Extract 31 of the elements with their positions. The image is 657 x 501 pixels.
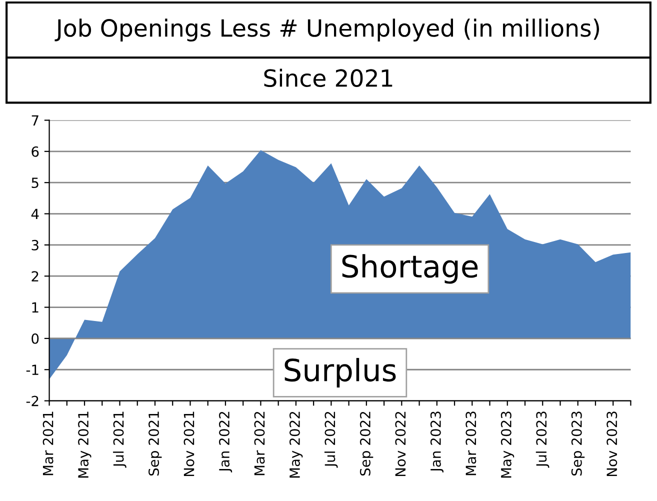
y-tick-label: -2 bbox=[26, 396, 38, 406]
y-tick-label: 2 bbox=[32, 271, 38, 282]
chart-subtitle: Since 2021 bbox=[264, 68, 392, 88]
x-tick-label: Sep 2023 bbox=[571, 412, 585, 476]
annotation: Surplus bbox=[284, 358, 396, 388]
x-tick-label: Sep 2022 bbox=[360, 412, 374, 476]
x-tick-label: Nov 2021 bbox=[184, 412, 194, 476]
x-tick-label: Jan 2023 bbox=[430, 412, 444, 472]
x-tick-label: Mar 2021 bbox=[42, 412, 54, 476]
x-tick-label: Jul 2021 bbox=[113, 412, 126, 468]
y-tick-label: 3 bbox=[32, 240, 38, 250]
y-tick-label: 1 bbox=[32, 302, 38, 313]
x-tick-label: Jan 2022 bbox=[218, 412, 232, 472]
y-tick-label: 5 bbox=[32, 178, 38, 188]
x-tick-label: Jul 2023 bbox=[536, 412, 550, 468]
chart-title: Job Openings Less # Unemployed (in millions) bbox=[54, 18, 600, 42]
x-tick-label: May 2021 bbox=[78, 412, 92, 478]
y-tick-label: 4 bbox=[31, 208, 39, 220]
y-tick-label: -1 bbox=[26, 364, 38, 375]
x-tick-label: Mar 2023 bbox=[466, 412, 476, 476]
x-tick-label: May 2023 bbox=[500, 412, 514, 478]
y-tick-label: 7 bbox=[32, 115, 38, 126]
x-tick-label: Sep 2021 bbox=[148, 412, 162, 476]
x-tick-label: Nov 2022 bbox=[395, 412, 406, 476]
y-tick-label: 6 bbox=[32, 146, 39, 157]
y-tick-label: 0 bbox=[32, 333, 39, 344]
annotation: Shortage bbox=[342, 254, 478, 284]
x-tick-label: May 2022 bbox=[289, 412, 303, 478]
x-tick-label: Mar 2022 bbox=[254, 412, 265, 476]
x-tick-label: Jul 2022 bbox=[324, 412, 338, 468]
x-tick-label: Nov 2023 bbox=[606, 412, 618, 476]
